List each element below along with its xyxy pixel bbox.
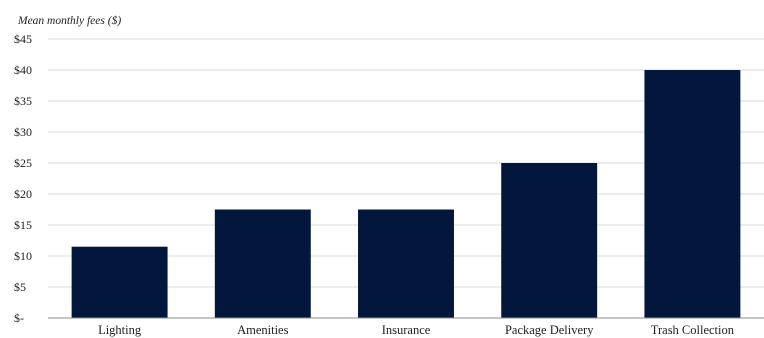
bar-lighting <box>71 246 168 318</box>
y-tick-label: $10 <box>14 249 32 263</box>
x-tick-label: Lighting <box>98 323 142 337</box>
y-tick-label: $30 <box>14 125 32 139</box>
x-tick-label: Trash Collection <box>651 323 735 337</box>
y-tick-label: $35 <box>14 94 32 108</box>
x-tick-label: Amenities <box>237 323 289 337</box>
bar-amenities <box>214 209 311 318</box>
y-tick-label: $15 <box>14 218 32 232</box>
y-tick-label: $25 <box>14 156 32 170</box>
bar-trash-collection <box>644 70 741 318</box>
x-tick-label: Package Delivery <box>505 323 594 337</box>
y-tick-label: $- <box>14 311 24 325</box>
y-tick-label: $5 <box>14 280 26 294</box>
bars <box>71 70 741 318</box>
bar-insurance <box>358 209 454 318</box>
bar-package-delivery <box>501 163 598 318</box>
y-axis-label: Mean monthly fees ($) <box>17 14 121 27</box>
y-tick-label: $45 <box>14 32 32 46</box>
y-tick-label: $40 <box>14 63 32 77</box>
y-tick-label: $20 <box>14 187 32 201</box>
x-tick-label: Insurance <box>382 323 431 337</box>
axes: $- $5 $10 $15 $20 $25 $30 $35 $40 $45 Lighting Amen… <box>14 32 764 337</box>
